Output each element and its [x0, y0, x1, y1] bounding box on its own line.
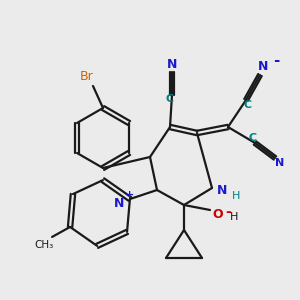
Text: +: + — [125, 190, 134, 200]
Text: N: N — [258, 61, 268, 74]
Text: Br: Br — [80, 70, 94, 83]
Text: C: C — [249, 133, 257, 143]
Text: N: N — [217, 184, 227, 196]
Text: CH₃: CH₃ — [34, 240, 54, 250]
Text: O: O — [213, 208, 223, 221]
Text: -: - — [225, 205, 231, 219]
Text: C: C — [166, 94, 174, 104]
Text: H: H — [232, 191, 240, 201]
Text: H: H — [230, 212, 238, 222]
Text: -: - — [273, 52, 279, 68]
Text: N: N — [114, 197, 124, 210]
Text: N: N — [167, 58, 177, 70]
Text: C: C — [244, 100, 252, 110]
Text: N: N — [275, 158, 285, 168]
